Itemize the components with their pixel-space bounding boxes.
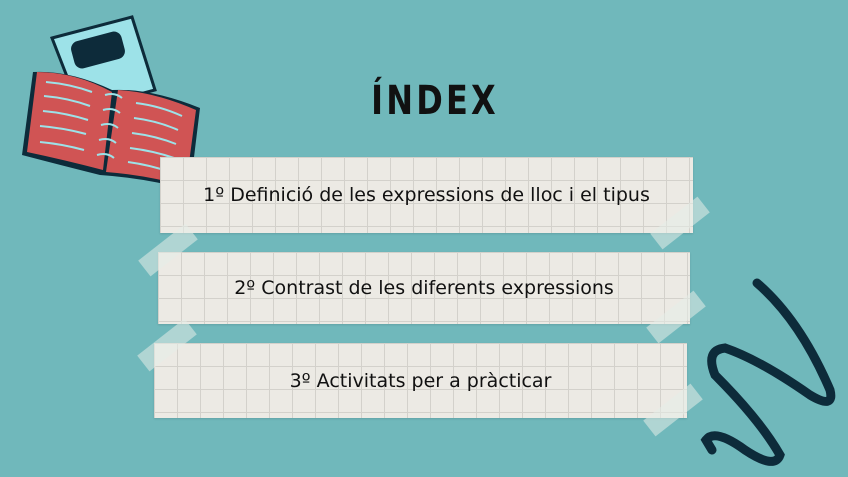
index-item-label: 3º Activitats per a pràcticar xyxy=(289,369,552,392)
index-item-3[interactable]: 3º Activitats per a pràcticar xyxy=(154,343,687,418)
index-item-2[interactable]: 2º Contrast de les diferents expressions xyxy=(158,252,690,324)
index-item-label: 1º Definició de les expressions de lloc … xyxy=(203,184,650,206)
index-item-1[interactable]: 1º Definició de les expressions de lloc … xyxy=(160,157,693,233)
red-book-icon xyxy=(22,71,200,190)
page-title: ÍNDEX xyxy=(371,78,499,124)
squiggle-decoration xyxy=(700,278,836,466)
index-item-label: 2º Contrast de les diferents expressions xyxy=(234,277,614,299)
